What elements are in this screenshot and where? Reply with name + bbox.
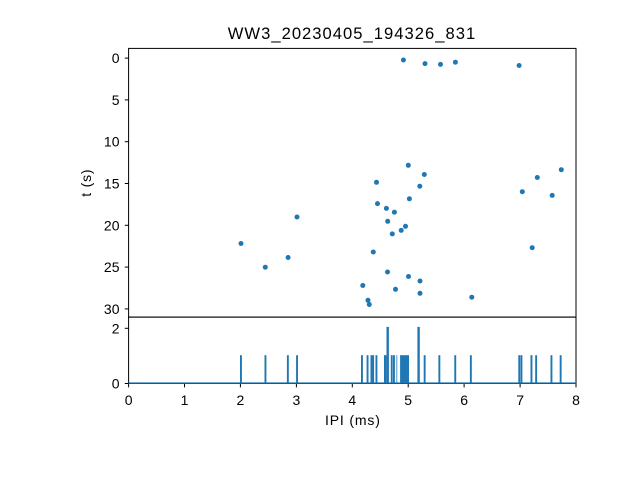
svg-text:4: 4 [348,392,356,408]
svg-text:IPI (ms): IPI (ms) [325,412,381,428]
svg-text:5: 5 [404,392,412,408]
svg-text:0: 0 [112,376,120,392]
svg-text:3: 3 [293,392,301,408]
svg-text:1: 1 [181,392,189,408]
svg-text:WW3_20230405_194326_831: WW3_20230405_194326_831 [228,24,477,43]
svg-text:30: 30 [104,301,120,317]
svg-text:8: 8 [572,392,580,408]
svg-text:t (s): t (s) [78,169,94,197]
svg-text:0: 0 [112,50,120,66]
svg-text:2: 2 [112,321,120,337]
svg-text:20: 20 [104,217,120,233]
svg-text:25: 25 [104,259,120,275]
svg-text:7: 7 [516,392,524,408]
svg-text:2: 2 [237,392,245,408]
svg-text:10: 10 [104,134,120,150]
svg-text:5: 5 [112,92,120,108]
svg-text:0: 0 [125,392,133,408]
svg-text:15: 15 [104,176,120,192]
svg-text:6: 6 [460,392,468,408]
